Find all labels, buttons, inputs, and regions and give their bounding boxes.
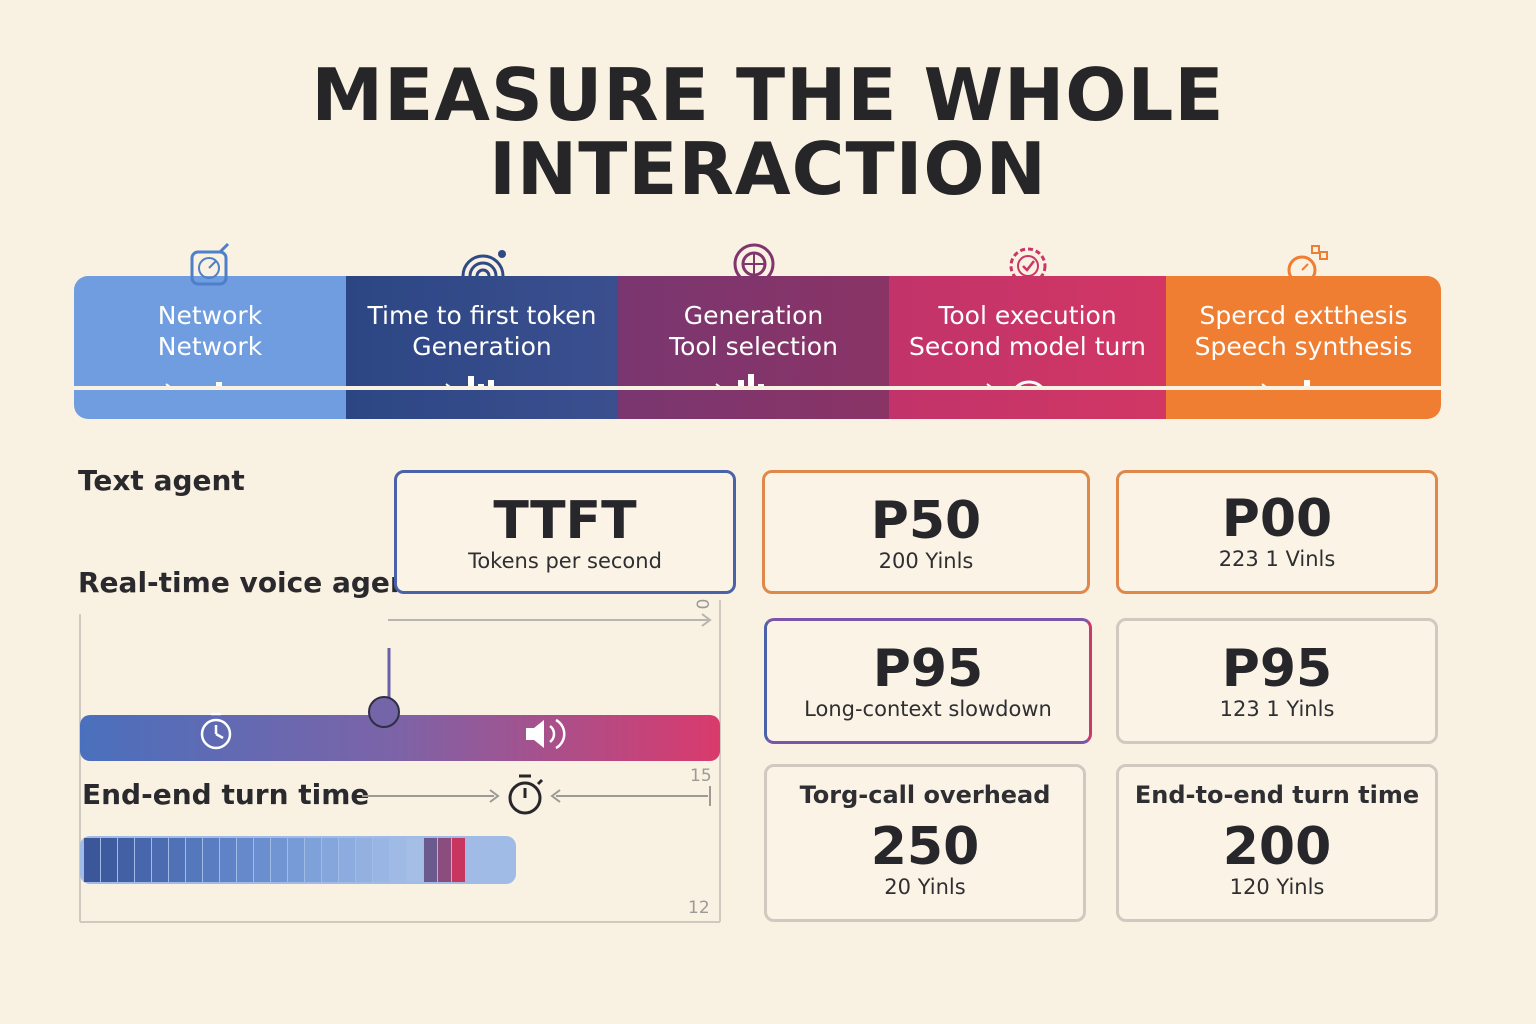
tick-bottom: 12	[688, 898, 710, 918]
bar-segment	[305, 838, 321, 882]
voice-timeline-panel	[79, 600, 721, 923]
stage-label-2: Second model turn	[908, 332, 1147, 361]
metric-sub: Tokens per second	[468, 549, 662, 573]
stage-label-1: Sperc​d extthesis	[1199, 301, 1408, 330]
stage-speech-synthesis: Sperc​d extthesis Speech synthesis	[1166, 276, 1441, 419]
stage-tool-execution: Tool execution Second model turn	[889, 276, 1166, 419]
stopwatch-plus-icon	[1287, 245, 1328, 285]
bars-icon	[738, 374, 764, 386]
voice-agent-label: Real-time voice agent	[78, 566, 424, 599]
bar-segment	[288, 838, 304, 882]
scrubber-handle	[368, 696, 400, 728]
bar-segment	[203, 838, 219, 882]
metric-sub: 120 Yinls	[1229, 875, 1325, 899]
bar-segment	[254, 838, 270, 882]
flow-arrow	[715, 374, 764, 386]
metric-header: Torg-call overhead	[799, 781, 1051, 809]
stopwatch-icon	[200, 712, 232, 750]
bars-icon	[468, 376, 494, 386]
tick-top: 0	[691, 598, 712, 610]
bar-segment	[322, 838, 338, 882]
tick-middle: 15	[690, 766, 712, 786]
broadcast-icon	[461, 250, 506, 277]
bar-segment	[101, 838, 117, 882]
stage-label-2: Tool selection	[669, 332, 838, 361]
metric-value: 250	[870, 817, 980, 877]
stage-ttft: Time to first token Generation	[346, 276, 618, 419]
stopwatch-icon	[190, 242, 230, 286]
page-title: MEASURE THE WHOLE INTERACTION	[0, 58, 1536, 206]
stage-label-2: Speech synthesis	[1194, 332, 1413, 361]
metric-sub: Long-context slowdown	[804, 697, 1052, 721]
flow-arrow	[1261, 380, 1310, 386]
segmented-bar	[84, 838, 465, 882]
tail-waveform	[520, 821, 713, 895]
text-agent-label: Text agent	[78, 464, 245, 497]
bar-segment	[84, 838, 100, 882]
stage-label-2: Network	[157, 332, 263, 361]
metric-end-to-end: End-to-end turn time 200 120 Yinls	[1116, 764, 1438, 922]
bar-segment	[152, 838, 168, 882]
flow-arrow	[165, 382, 222, 386]
bar-segment	[407, 838, 423, 882]
bar-segment	[118, 838, 134, 882]
metric-ttft: TTFT Tokens per second	[394, 470, 736, 594]
bar-segment	[220, 838, 236, 882]
timer-icon	[508, 774, 544, 815]
bar-segment	[452, 838, 465, 882]
metric-value: 200	[1222, 817, 1332, 877]
title-line-2: INTERACTION	[489, 127, 1047, 211]
bar-segment	[271, 838, 287, 882]
bar-segment	[237, 838, 253, 882]
metric-value: P00	[1221, 489, 1333, 549]
metric-p50: P50 200 Yinls	[762, 470, 1090, 594]
metric-sub: 20 Yinls	[884, 875, 966, 899]
bar-segment	[135, 838, 151, 882]
globe-target-icon	[733, 243, 775, 285]
headset-icon	[1015, 380, 1043, 386]
flow-arrow	[445, 376, 494, 386]
bar-segment	[438, 838, 451, 882]
stage-label-2: Generation	[412, 332, 552, 361]
signal-dots-icon	[216, 382, 222, 386]
metric-p00: P00 223 1 Vinls	[1116, 470, 1438, 594]
bar-segment	[356, 838, 372, 882]
flow-arrow	[986, 380, 1043, 386]
stage-label-1: Network	[157, 301, 263, 330]
metric-header: End-to-end turn time	[1134, 781, 1420, 809]
bar-segment	[390, 838, 406, 882]
voice-progress-bar	[80, 715, 720, 761]
stage-label-1: Generation	[683, 301, 824, 330]
metric-p95: P95 123 1 Yinls	[1116, 618, 1438, 744]
stage-label-1: Time to first token	[367, 301, 597, 330]
check-gauge-icon	[1009, 247, 1047, 285]
speaker-icon	[526, 718, 566, 750]
metric-value: P95	[872, 639, 984, 699]
metric-tool-call: Torg-call overhead 250 20 Yinls	[764, 764, 1086, 922]
bar-segment	[424, 838, 437, 882]
bar-segment	[186, 838, 202, 882]
metric-sub: 123 1 Yinls	[1219, 697, 1335, 721]
metric-sub: 223 1 Vinls	[1218, 547, 1336, 571]
bar-segment	[169, 838, 185, 882]
eq-bars-icon	[1304, 380, 1310, 386]
metric-p95-slowdown: P95 Long-context slowdown	[764, 618, 1092, 744]
stage-network: Network Network	[74, 276, 346, 419]
end-turn-label: End-end turn time	[82, 778, 370, 811]
voice-waveform	[82, 621, 716, 703]
bar-segment	[339, 838, 355, 882]
metric-value: TTFT	[493, 491, 637, 551]
metric-value: P95	[1221, 639, 1333, 699]
stage-label-1: Tool execution	[938, 301, 1117, 330]
bar-segment	[373, 838, 389, 882]
stage-generation: Generation Tool selection	[618, 276, 889, 419]
metric-sub: 200 Yinls	[878, 549, 974, 573]
metric-value: P50	[870, 491, 982, 551]
title-line-1: MEASURE THE WHOLE	[311, 53, 1225, 137]
